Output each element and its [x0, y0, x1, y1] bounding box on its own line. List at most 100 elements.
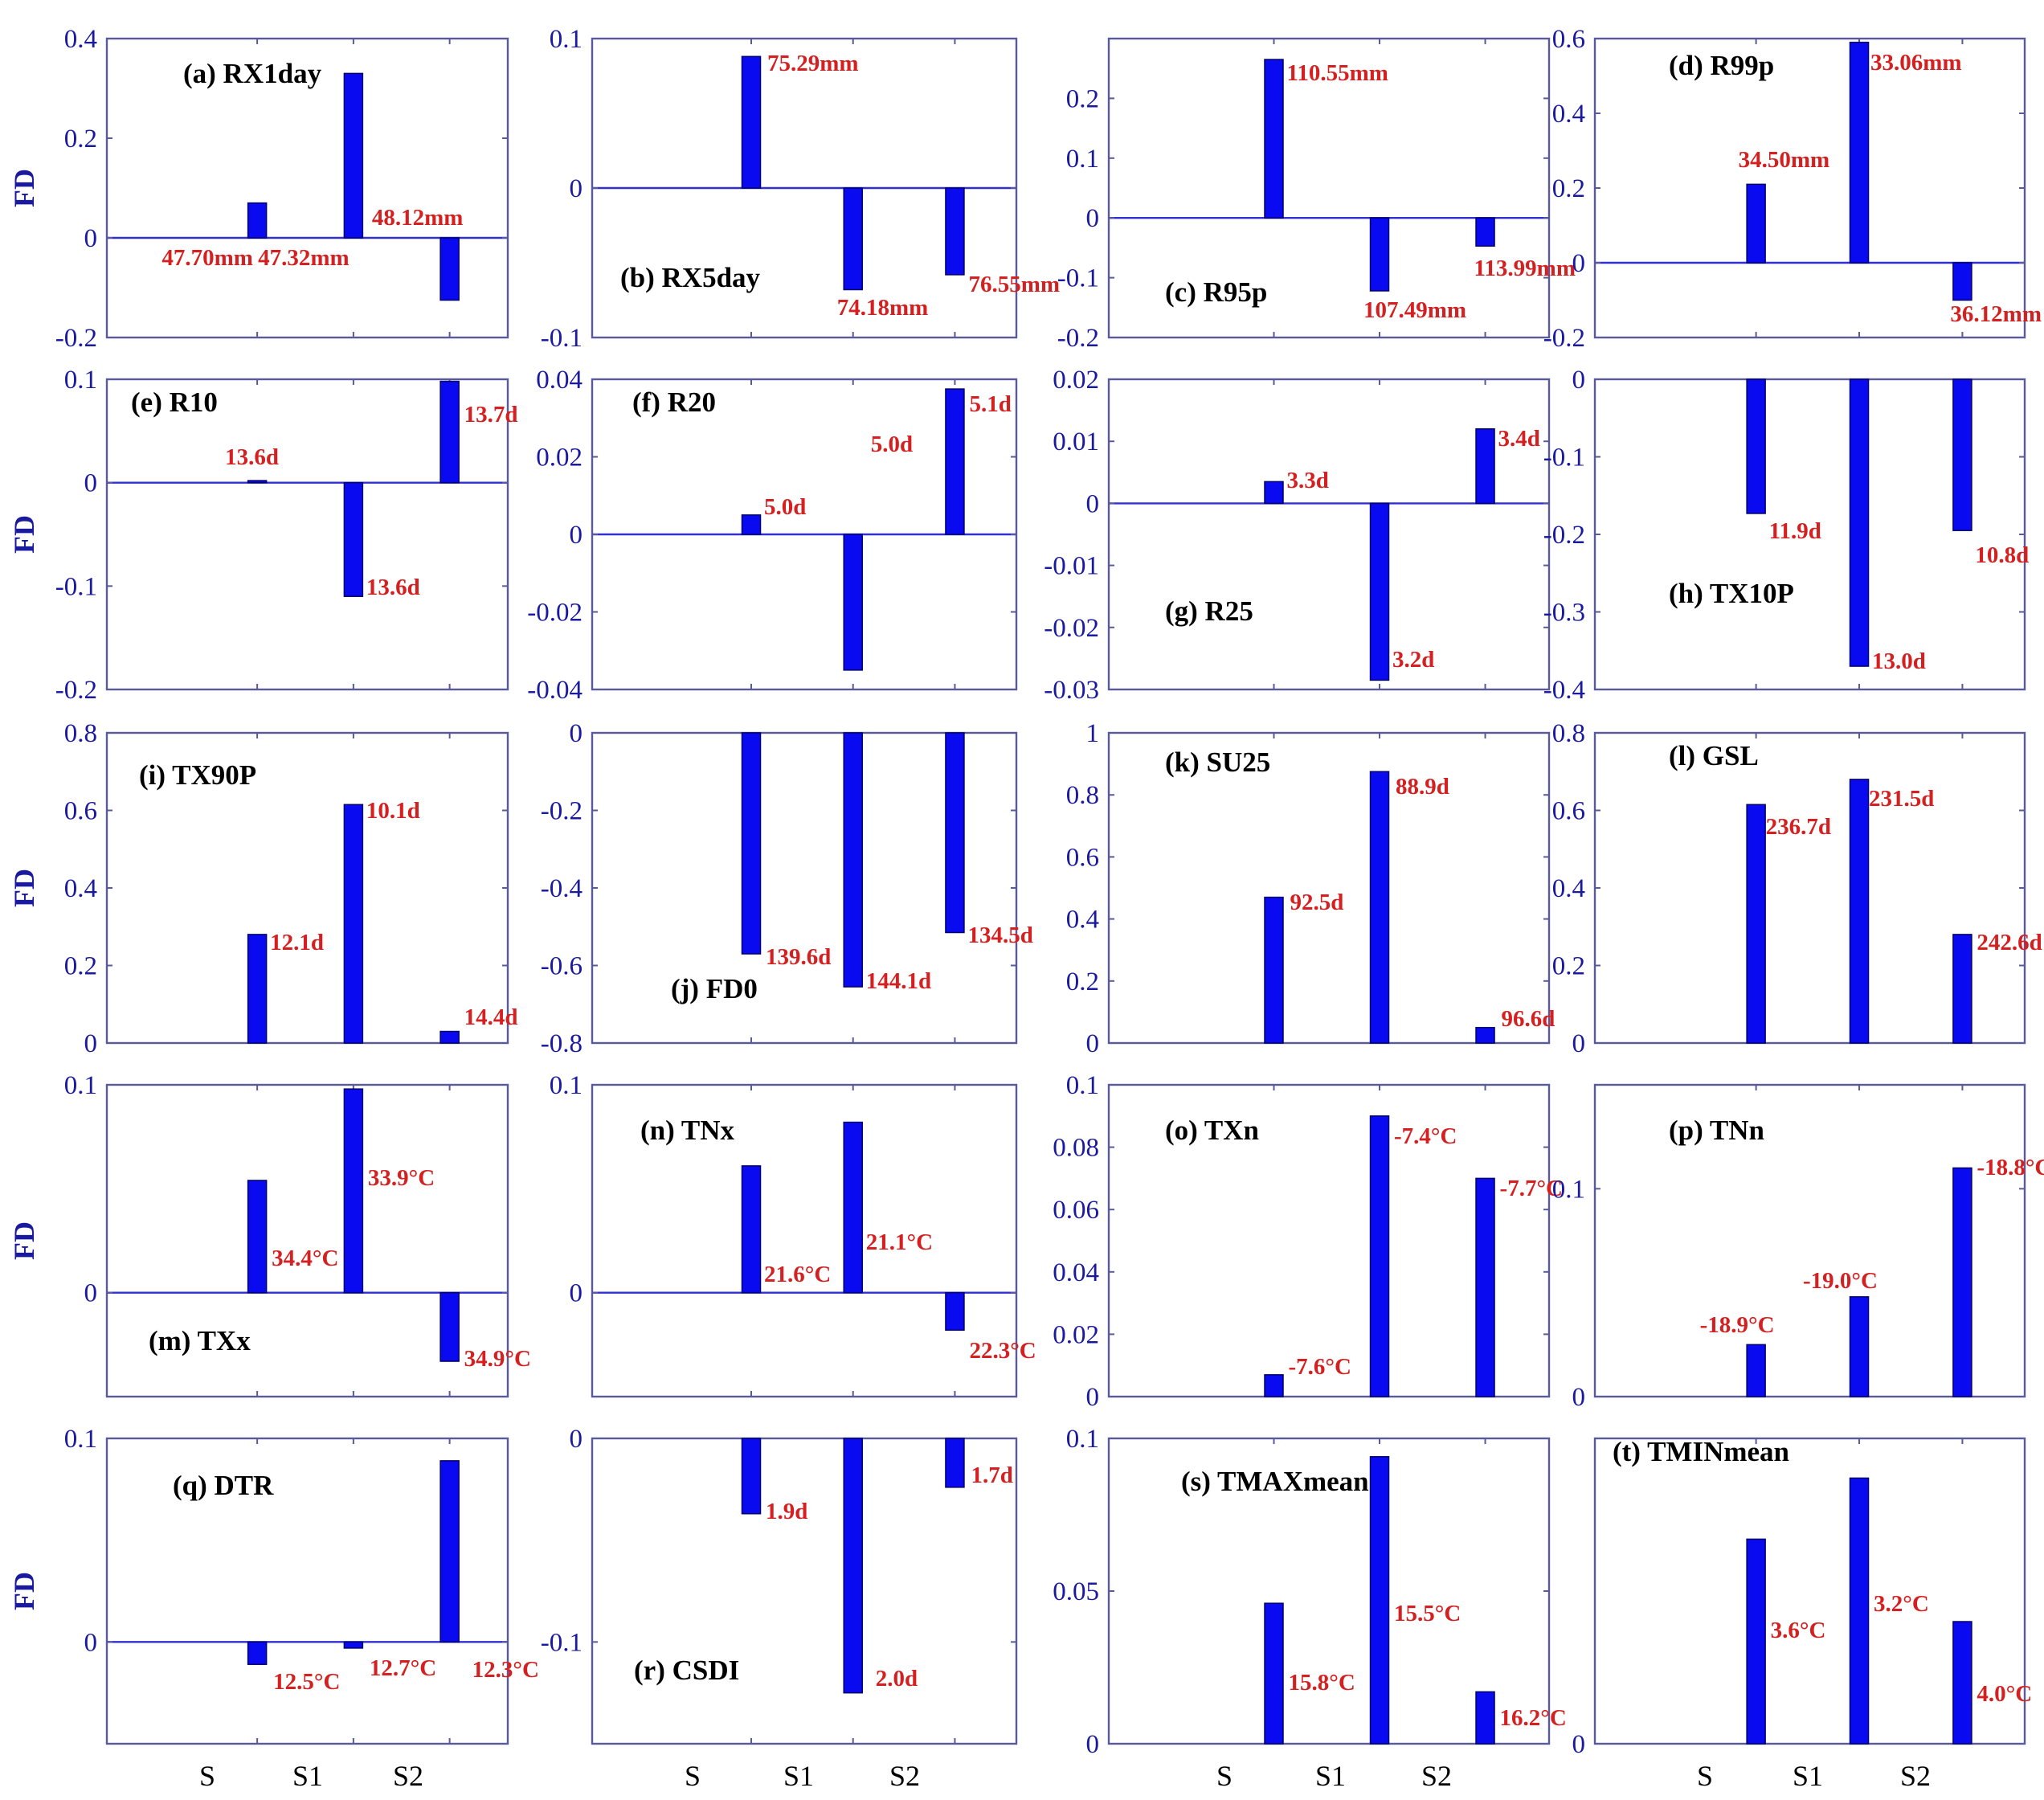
- y-tick-label: -0.02: [527, 599, 583, 628]
- y-tick-label: -0.6: [541, 952, 583, 981]
- panel-title: (o) TXn: [1165, 1115, 1259, 1146]
- panel-frame: [1107, 37, 1551, 339]
- y-tick-label: 0.4: [1552, 874, 1585, 903]
- bar-s2: [1952, 1621, 1972, 1745]
- x-label-s2-col2: S2: [889, 1760, 920, 1792]
- bar-s: [1264, 481, 1284, 505]
- y-tick-label: 0.04: [1053, 1258, 1099, 1287]
- data-label-s1: 13.0d: [1872, 648, 1926, 674]
- y-tick-label: 0.06: [1053, 1196, 1099, 1225]
- panel-frame: [1107, 1083, 1551, 1398]
- bar-s2: [439, 1460, 460, 1643]
- panel-r: -0.1 0 1.9d 2.0d 1.7d (r) CSDI: [541, 1425, 1018, 1745]
- y-tick-label: 0: [570, 719, 583, 748]
- data-label-s: 139.6d: [766, 944, 831, 970]
- bar-s: [1746, 378, 1766, 514]
- panel-q: 0 0.1 FD 12.5°C 12.7°C 12.3°C (q) DTR: [8, 1425, 539, 1745]
- data-label-s: 236.7d: [1766, 814, 1831, 840]
- bar-s1: [1369, 771, 1390, 1044]
- x-label-s1-col1: S1: [292, 1760, 323, 1792]
- data-label-s: -7.6°C: [1289, 1354, 1351, 1380]
- data-label-s: 11.9d: [1769, 518, 1821, 544]
- y-tick-label: 0.4: [64, 25, 97, 54]
- panel-title: (k) SU25: [1165, 747, 1270, 778]
- data-label-s: 13.6d: [225, 444, 279, 470]
- y-axis-label: FD: [8, 869, 40, 907]
- y-tick-label: 0: [84, 1279, 98, 1308]
- x-label-s1-col2: S1: [783, 1760, 814, 1792]
- y-tick-label: 0: [570, 174, 583, 203]
- y-tick-label: 0.02: [1053, 1320, 1099, 1349]
- x-label-s-col2: S: [685, 1760, 701, 1792]
- y-tick-label: 0.6: [1552, 797, 1585, 826]
- x-label-s-col1: S: [199, 1760, 215, 1792]
- y-tick-label: 0.1: [64, 366, 97, 395]
- y-tick-label: 0: [1086, 204, 1100, 233]
- panel-k: 0 0.2 0.4 0.6 0.8 1 92.5d 88.9d 96.6d (k) SU25: [1066, 719, 1555, 1058]
- data-label-s1: 2.0d: [876, 1666, 918, 1692]
- bar-s1: [843, 187, 863, 291]
- panel-frame: [1593, 1437, 2026, 1745]
- panel-f: -0.04 -0.02 0 0.02 0.04 5.0d 5.0d 5.1d (f) R20: [527, 366, 1018, 705]
- data-label-s1: 3.2d: [1392, 647, 1434, 673]
- bar-s: [247, 1180, 268, 1294]
- y-tick-label: -0.3: [1543, 599, 1585, 628]
- bar-s2: [439, 1291, 460, 1362]
- bar-s: [247, 1641, 268, 1665]
- data-label-s1: 33.9°C: [368, 1165, 435, 1191]
- y-tick-label: 0: [1086, 1383, 1100, 1412]
- y-tick-label: 0.01: [1053, 428, 1099, 456]
- data-label-s: 110.55mm: [1287, 60, 1388, 86]
- panel-title: (b) RX5day: [620, 262, 761, 293]
- y-tick-label: 0.4: [1066, 906, 1099, 935]
- y-tick-label: -0.4: [541, 874, 583, 903]
- panel-title: (e) R10: [131, 387, 218, 418]
- data-label-s: 21.6°C: [764, 1262, 831, 1287]
- data-label-s2: 113.99mm: [1474, 256, 1576, 281]
- bar-s: [741, 514, 762, 535]
- y-tick-label: 0.1: [64, 1425, 97, 1454]
- bar-s2: [1952, 934, 1972, 1044]
- y-tick-label: 0.02: [536, 444, 583, 472]
- data-label-s: 34.50mm: [1739, 147, 1830, 173]
- bar-s2: [945, 187, 965, 276]
- y-tick-label: 0: [84, 224, 98, 253]
- panel-frame: [591, 1083, 1018, 1398]
- data-label-s1: 21.1°C: [866, 1229, 933, 1255]
- bar-s: [1746, 1344, 1766, 1397]
- y-tick-label: 0: [1572, 1383, 1586, 1412]
- bar-s1: [843, 1438, 863, 1694]
- data-label-s2: 13.7d: [464, 402, 518, 428]
- panel-title: (a) RX1day: [183, 58, 322, 89]
- panel-title: (h) TX10P: [1669, 578, 1794, 609]
- x-label-s-col4: S: [1697, 1760, 1713, 1792]
- y-tick-label: 0.2: [1066, 84, 1099, 113]
- y-tick-label: -0.1: [541, 324, 583, 353]
- y-tick-label: 0.8: [1066, 781, 1099, 810]
- y-tick-label: -0.2: [1057, 324, 1099, 353]
- bar-s1: [1849, 41, 1870, 264]
- y-tick-label: -0.2: [1543, 324, 1585, 353]
- bar-s1: [343, 72, 364, 239]
- y-tick-label: 0.1: [1552, 1175, 1585, 1204]
- data-label-s: 34.4°C: [272, 1246, 338, 1271]
- data-label-s2: 76.55mm: [968, 272, 1060, 297]
- bar-s2: [439, 237, 460, 301]
- panel-i: 0 0.2 0.4 0.6 0.8 FD 12.1d 10.1d 14.4d (i) TX90P: [8, 719, 518, 1058]
- bar-s2: [945, 1291, 965, 1331]
- y-tick-label: 0.6: [1552, 25, 1585, 54]
- data-label-s2: 22.3°C: [969, 1338, 1036, 1364]
- bar-s1: [343, 1641, 364, 1649]
- y-axis-label: FD: [8, 515, 40, 554]
- bar-s: [1264, 59, 1284, 219]
- bar-s1: [1369, 217, 1390, 292]
- bar-s1: [343, 804, 364, 1044]
- panel-a: -0.2 0 0.2 0.4 FD 47.70mm 47.32mm 48.12mm (a) RX…: [8, 25, 509, 353]
- bar-s1: [1369, 1456, 1390, 1745]
- data-label-s: 47.70mm: [161, 245, 253, 271]
- y-tick-label: 0.1: [64, 1071, 97, 1100]
- bar-s: [741, 1438, 762, 1515]
- data-label-s1: 88.9d: [1396, 774, 1449, 800]
- data-label-s: 15.8°C: [1289, 1670, 1355, 1696]
- y-tick-label: -0.1: [1543, 444, 1585, 472]
